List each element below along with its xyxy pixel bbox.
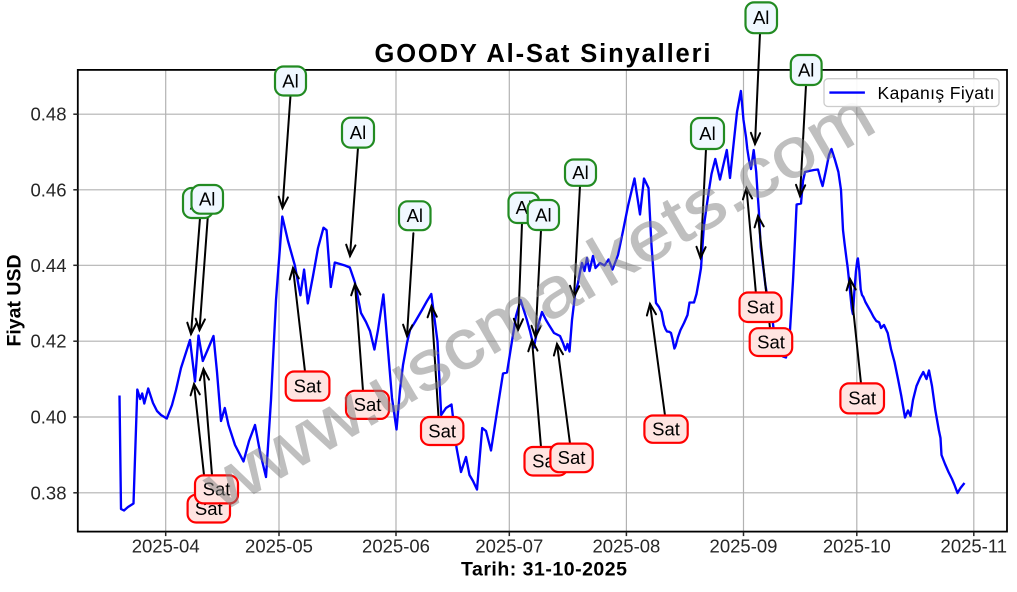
svg-text:Al: Al: [699, 123, 715, 144]
svg-text:Al: Al: [572, 162, 588, 183]
svg-text:0.38: 0.38: [30, 482, 66, 503]
svg-text:Sat: Sat: [757, 331, 785, 352]
svg-text:2025-04: 2025-04: [132, 536, 200, 557]
svg-text:2025-07: 2025-07: [475, 536, 543, 557]
svg-text:0.44: 0.44: [30, 255, 66, 276]
svg-text:Sat: Sat: [294, 375, 322, 396]
svg-text:0.42: 0.42: [30, 331, 66, 352]
svg-text:Sat: Sat: [203, 479, 231, 500]
svg-text:Al: Al: [753, 7, 769, 28]
svg-text:2025-06: 2025-06: [362, 536, 430, 557]
svg-text:Sat: Sat: [354, 394, 382, 415]
svg-text:Sat: Sat: [848, 388, 876, 409]
svg-text:2025-11: 2025-11: [941, 536, 1008, 557]
svg-text:0.46: 0.46: [30, 179, 66, 200]
svg-text:2025-08: 2025-08: [592, 536, 660, 557]
svg-text:Al: Al: [798, 59, 814, 80]
svg-text:Kapanış Fiyatı: Kapanış Fiyatı: [878, 83, 995, 103]
svg-text:2025-09: 2025-09: [710, 536, 778, 557]
svg-text:Sat: Sat: [652, 418, 680, 439]
svg-text:Sat: Sat: [747, 297, 775, 318]
svg-text:Al: Al: [350, 122, 366, 143]
svg-text:Al: Al: [407, 205, 423, 226]
svg-text:GOODY Al-Sat Sinyalleri: GOODY Al-Sat Sinyalleri: [375, 40, 711, 68]
svg-text:2025-05: 2025-05: [245, 536, 313, 557]
svg-text:Al: Al: [199, 189, 215, 210]
svg-text:Tarih: 31-10-2025: Tarih: 31-10-2025: [461, 559, 627, 581]
svg-text:0.40: 0.40: [30, 407, 66, 428]
svg-text:Fiyat USD: Fiyat USD: [4, 254, 26, 346]
svg-text:Al: Al: [282, 70, 298, 91]
svg-text:Sat: Sat: [558, 447, 586, 468]
svg-text:Al: Al: [535, 204, 551, 225]
svg-text:Sat: Sat: [428, 420, 456, 441]
svg-text:0.48: 0.48: [30, 104, 66, 125]
svg-text:2025-10: 2025-10: [823, 536, 891, 557]
